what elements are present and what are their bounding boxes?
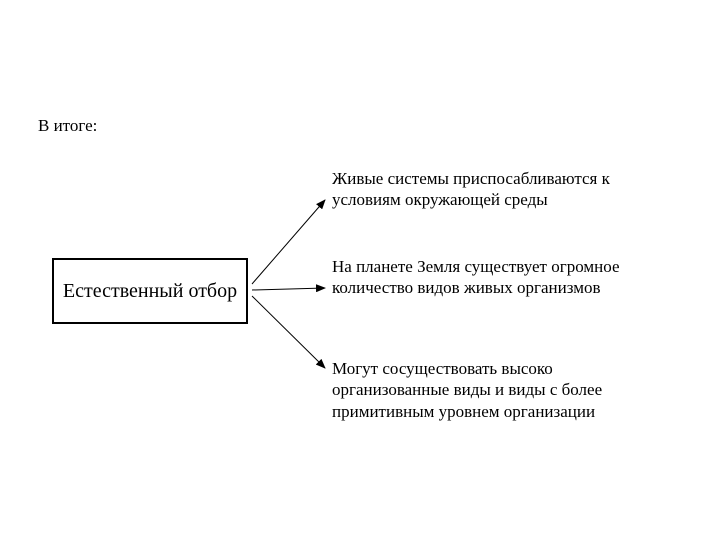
branch-2: На планете Земля существует огромное кол… [332,256,642,299]
branch-3: Могут сосуществовать высоко организованн… [332,358,652,422]
root-node: Естественный отбор [52,258,248,324]
arrow-3 [252,296,325,368]
branch-1: Живые системы приспосабливаются к услови… [332,168,642,211]
heading-text: В итоге: [38,116,97,136]
root-node-label: Естественный отбор [63,278,237,304]
arrow-2 [252,288,325,290]
arrow-1 [252,200,325,284]
